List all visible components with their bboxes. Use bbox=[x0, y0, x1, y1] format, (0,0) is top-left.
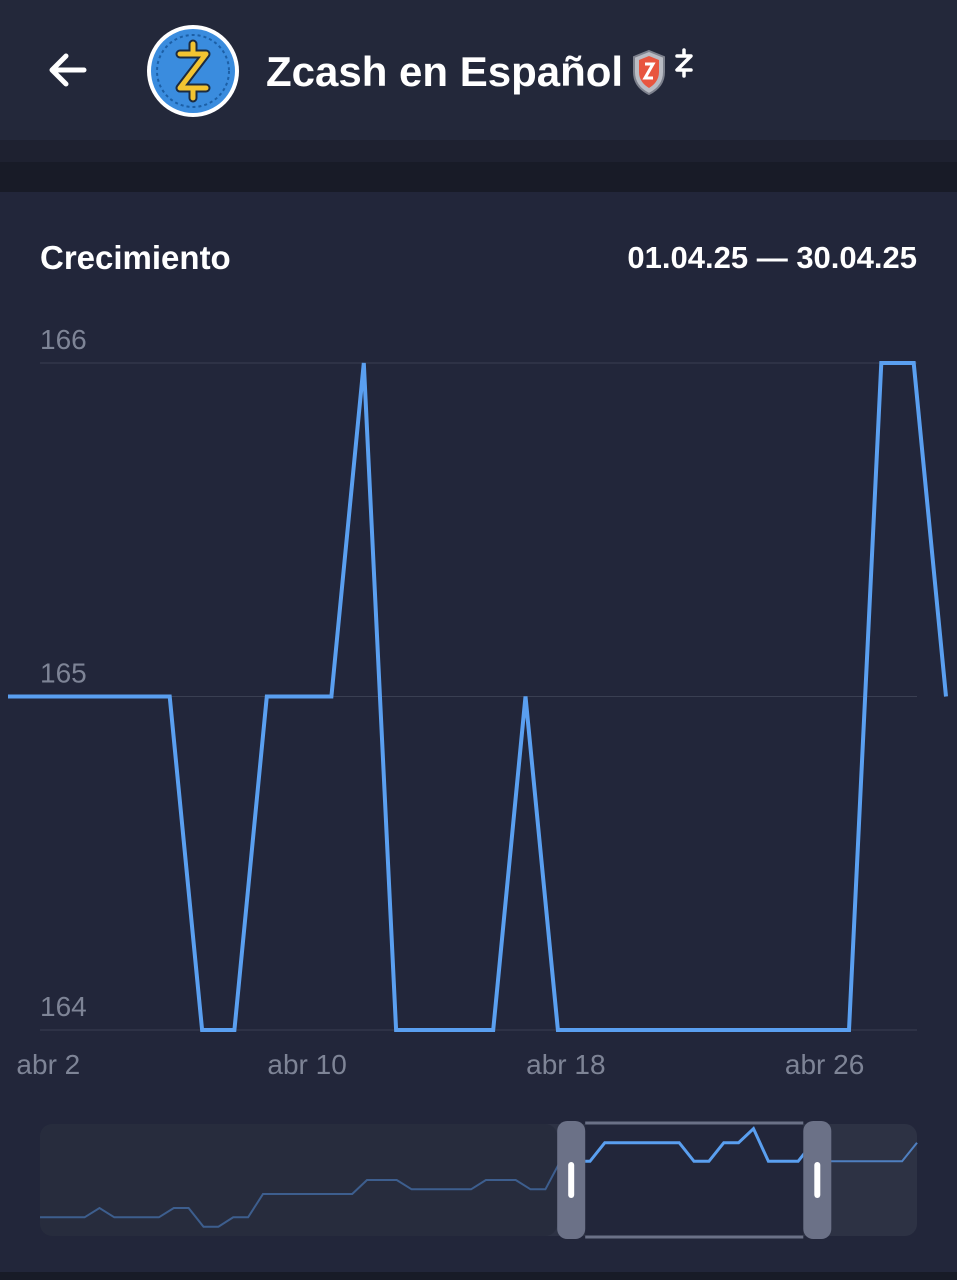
x-tick-label: abr 26 bbox=[785, 1049, 864, 1080]
zcash-z-icon bbox=[675, 48, 693, 78]
navigator-window bbox=[585, 1122, 804, 1238]
series-line bbox=[8, 361, 948, 1032]
back-button[interactable] bbox=[36, 38, 100, 102]
zcash-logo-icon bbox=[147, 25, 239, 117]
arrow-left-icon bbox=[49, 53, 87, 87]
channel-title-text: Zcash en Español bbox=[266, 48, 624, 95]
navigator-dim-left bbox=[40, 1124, 558, 1236]
channel-title: Zcash en Español bbox=[266, 46, 695, 98]
bottom-divider bbox=[0, 1272, 957, 1280]
navigator-handle-right-grip bbox=[814, 1162, 821, 1198]
y-tick-label: 164 bbox=[40, 991, 87, 1022]
navigator-selected-line bbox=[585, 1126, 804, 1163]
chart-card bbox=[0, 192, 957, 1272]
x-tick-label: abr 2 bbox=[16, 1049, 80, 1080]
y-tick-label: 166 bbox=[40, 324, 87, 355]
navigator-handle-left-grip bbox=[568, 1162, 575, 1198]
chart-title: Crecimiento bbox=[40, 239, 231, 276]
y-tick-label: 165 bbox=[40, 658, 87, 689]
shield-icon bbox=[633, 49, 666, 96]
section-divider bbox=[0, 162, 957, 192]
x-tick-label: abr 18 bbox=[526, 1049, 605, 1080]
date-range[interactable]: 01.04.25 — 30.04.25 bbox=[627, 240, 917, 275]
x-tick-label: abr 10 bbox=[267, 1049, 346, 1080]
